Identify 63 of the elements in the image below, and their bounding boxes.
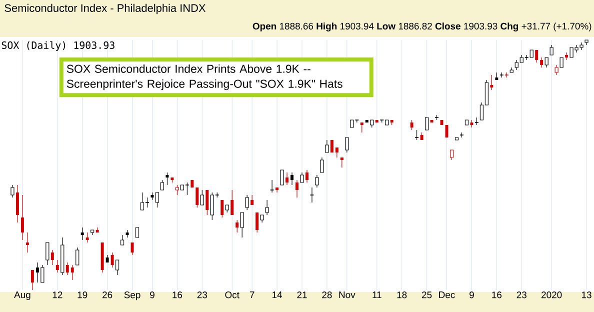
candlestick bbox=[135, 227, 140, 238]
candlestick bbox=[414, 130, 419, 140]
candlestick bbox=[554, 64, 558, 76]
candlestick bbox=[280, 170, 284, 186]
x-tick-label: 18 bbox=[397, 292, 407, 298]
candlestick bbox=[440, 120, 444, 125]
candlestick bbox=[290, 172, 294, 186]
candlestick bbox=[454, 137, 459, 140]
x-tick-label: 12 bbox=[52, 292, 62, 298]
x-tick-label: 25 bbox=[422, 292, 432, 298]
candlestick bbox=[305, 170, 308, 183]
x-tick-label: 21 bbox=[297, 292, 307, 298]
candlestick bbox=[240, 212, 244, 238]
candlestick bbox=[464, 120, 469, 126]
x-tick-label: 19 bbox=[78, 292, 88, 298]
candlestick bbox=[296, 180, 298, 198]
candlestick bbox=[260, 214, 264, 223]
x-tick-label: Aug bbox=[14, 292, 30, 300]
x-tick-label: 7 bbox=[250, 292, 254, 298]
candlestick bbox=[424, 117, 429, 130]
x-tick-label: 26 bbox=[102, 292, 112, 298]
x-tick-label: 16 bbox=[492, 292, 502, 298]
x-tick-label: 2020 bbox=[542, 292, 562, 298]
candlestick bbox=[230, 190, 234, 215]
candlestick bbox=[335, 148, 338, 158]
candlestick bbox=[445, 125, 448, 138]
x-tick-label: Sep bbox=[124, 292, 140, 300]
x-tick-label: 23 bbox=[197, 292, 208, 298]
x-tick-label: 23 bbox=[516, 292, 526, 298]
candlestick bbox=[300, 172, 304, 183]
x-tick-label: 14 bbox=[272, 292, 282, 298]
candlestick bbox=[26, 232, 29, 253]
candlestick bbox=[310, 187, 314, 203]
x-tick-label: 11 bbox=[372, 292, 382, 298]
x-tick-label: 28 bbox=[322, 292, 332, 298]
candlestick bbox=[330, 140, 334, 152]
candlestick bbox=[560, 57, 564, 68]
candlestick bbox=[286, 172, 289, 186]
candlestick bbox=[584, 40, 588, 46]
candlestick bbox=[256, 212, 259, 233]
candlestick bbox=[16, 184, 19, 223]
x-tick-label: 13 bbox=[582, 292, 592, 298]
x-tick-label: 9 bbox=[150, 292, 154, 298]
candlestick bbox=[190, 180, 194, 188]
x-tick-label: 9 bbox=[470, 292, 474, 298]
candlestick bbox=[340, 158, 344, 168]
candlestick bbox=[325, 140, 329, 153]
candlestick bbox=[30, 270, 34, 290]
x-tick-label: Oct bbox=[225, 292, 240, 298]
candlestick bbox=[565, 52, 568, 60]
chart-title: Semiconductor Index - Philadelphia INDX bbox=[4, 4, 206, 14]
candlestick bbox=[10, 184, 14, 198]
candlestick bbox=[20, 194, 24, 240]
candlestick bbox=[270, 180, 274, 193]
text: Open 1888.66 High 1903.94 Low 1886.82 Close 1903.93 Chg +31.77 (+1.70%) bbox=[252, 22, 592, 32]
candlestick bbox=[265, 200, 269, 216]
candlestick bbox=[320, 157, 324, 173]
x-tick-label: Nov bbox=[339, 292, 356, 298]
x-tick-label: 16 bbox=[172, 292, 182, 298]
annotation: SOX (Daily) 1903.93 bbox=[2, 41, 114, 51]
x-tick-label: Dec bbox=[439, 292, 455, 298]
candlestick bbox=[315, 174, 319, 188]
annotation: SOX Semiconductor Index Prints Above 1.9K -- Screenprinter's Rejoice Passing-Out "SOX 1.9K" Hats bbox=[66, 64, 342, 90]
